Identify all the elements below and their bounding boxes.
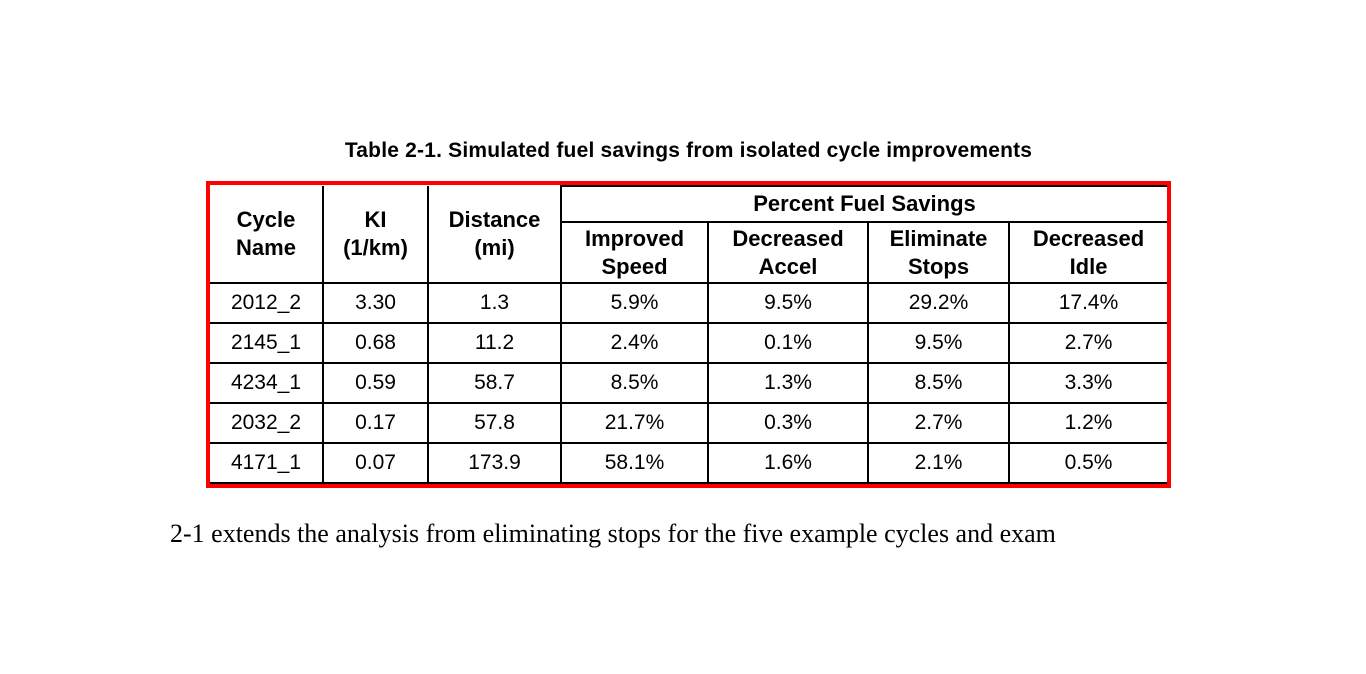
cell-cycle-name: 4171_1 bbox=[210, 442, 324, 484]
table-caption: Table 2-1. Simulated fuel savings from i… bbox=[344, 139, 1033, 162]
cell-distance: 57.8 bbox=[427, 402, 562, 444]
cell-cycle-name: 2145_1 bbox=[210, 322, 324, 364]
cell-distance: 1.3 bbox=[427, 282, 562, 324]
table-row: 4234_1 0.59 58.7 8.5% 1.3% 8.5% 3.3% bbox=[210, 362, 1168, 404]
cell-eliminate-stops: 9.5% bbox=[867, 322, 1010, 364]
table-row: 4171_1 0.07 173.9 58.1% 1.6% 2.1% 0.5% bbox=[210, 442, 1168, 484]
cell-cycle-name: 2012_2 bbox=[210, 282, 324, 324]
col-header-ki: KI (1/km) bbox=[322, 186, 429, 284]
cell-decreased-idle: 3.3% bbox=[1007, 362, 1168, 404]
cell-improved-speed: 5.9% bbox=[560, 282, 709, 324]
group-header-percent-fuel-savings: Percent Fuel Savings bbox=[559, 185, 1168, 223]
cell-eliminate-stops: 2.1% bbox=[867, 442, 1010, 484]
col-header-decreased-idle: Decreased Idle bbox=[1007, 221, 1168, 284]
cell-cycle-name: 4234_1 bbox=[210, 362, 324, 404]
header-row-sub: Improved Speed Decreased Accel Eliminate… bbox=[210, 221, 1168, 284]
fuel-savings-table: Cycle Name KI (1/km) Distance (mi) Perce… bbox=[210, 185, 1168, 484]
cell-decreased-idle: 2.7% bbox=[1007, 322, 1168, 364]
col-header-improved-speed: Improved Speed bbox=[560, 221, 709, 284]
col-header-decreased-accel: Decreased Accel bbox=[707, 221, 869, 284]
cell-decreased-accel: 1.6% bbox=[707, 442, 869, 484]
cell-decreased-idle: 17.4% bbox=[1007, 282, 1168, 324]
table-row: 2032_2 0.17 57.8 21.7% 0.3% 2.7% 1.2% bbox=[210, 402, 1168, 444]
cell-decreased-accel: 1.3% bbox=[707, 362, 869, 404]
cell-ki: 0.17 bbox=[322, 402, 429, 444]
body-text: 2-1 extends the analysis from eliminatin… bbox=[170, 519, 1056, 548]
cell-decreased-idle: 1.2% bbox=[1007, 402, 1168, 444]
cell-ki: 0.68 bbox=[322, 322, 429, 364]
cell-improved-speed: 21.7% bbox=[560, 402, 709, 444]
cell-improved-speed: 8.5% bbox=[560, 362, 709, 404]
table-frame: Cycle Name KI (1/km) Distance (mi) Perce… bbox=[206, 181, 1172, 488]
table-row: 2145_1 0.68 11.2 2.4% 0.1% 9.5% 2.7% bbox=[210, 322, 1168, 364]
header-row-group: Cycle Name KI (1/km) Distance (mi) Perce… bbox=[210, 185, 1168, 284]
cell-decreased-accel: 0.3% bbox=[707, 402, 869, 444]
cell-decreased-accel: 0.1% bbox=[707, 322, 869, 364]
cell-decreased-accel: 9.5% bbox=[707, 282, 869, 324]
cell-decreased-idle: 0.5% bbox=[1007, 442, 1168, 484]
table-row: 2012_2 3.30 1.3 5.9% 9.5% 29.2% 17.4% bbox=[210, 282, 1168, 324]
col-header-distance: Distance (mi) bbox=[427, 186, 562, 284]
col-header-cycle-name: Cycle Name bbox=[210, 186, 324, 284]
cell-eliminate-stops: 8.5% bbox=[867, 362, 1010, 404]
cell-eliminate-stops: 2.7% bbox=[867, 402, 1010, 444]
cell-ki: 0.59 bbox=[322, 362, 429, 404]
cell-ki: 3.30 bbox=[322, 282, 429, 324]
cell-distance: 58.7 bbox=[427, 362, 562, 404]
cell-ki: 0.07 bbox=[322, 442, 429, 484]
cell-cycle-name: 2032_2 bbox=[210, 402, 324, 444]
col-header-eliminate-stops: Eliminate Stops bbox=[867, 221, 1010, 284]
cell-improved-speed: 58.1% bbox=[560, 442, 709, 484]
cell-distance: 173.9 bbox=[427, 442, 562, 484]
cell-improved-speed: 2.4% bbox=[560, 322, 709, 364]
cell-eliminate-stops: 29.2% bbox=[867, 282, 1010, 324]
cell-distance: 11.2 bbox=[427, 322, 562, 364]
